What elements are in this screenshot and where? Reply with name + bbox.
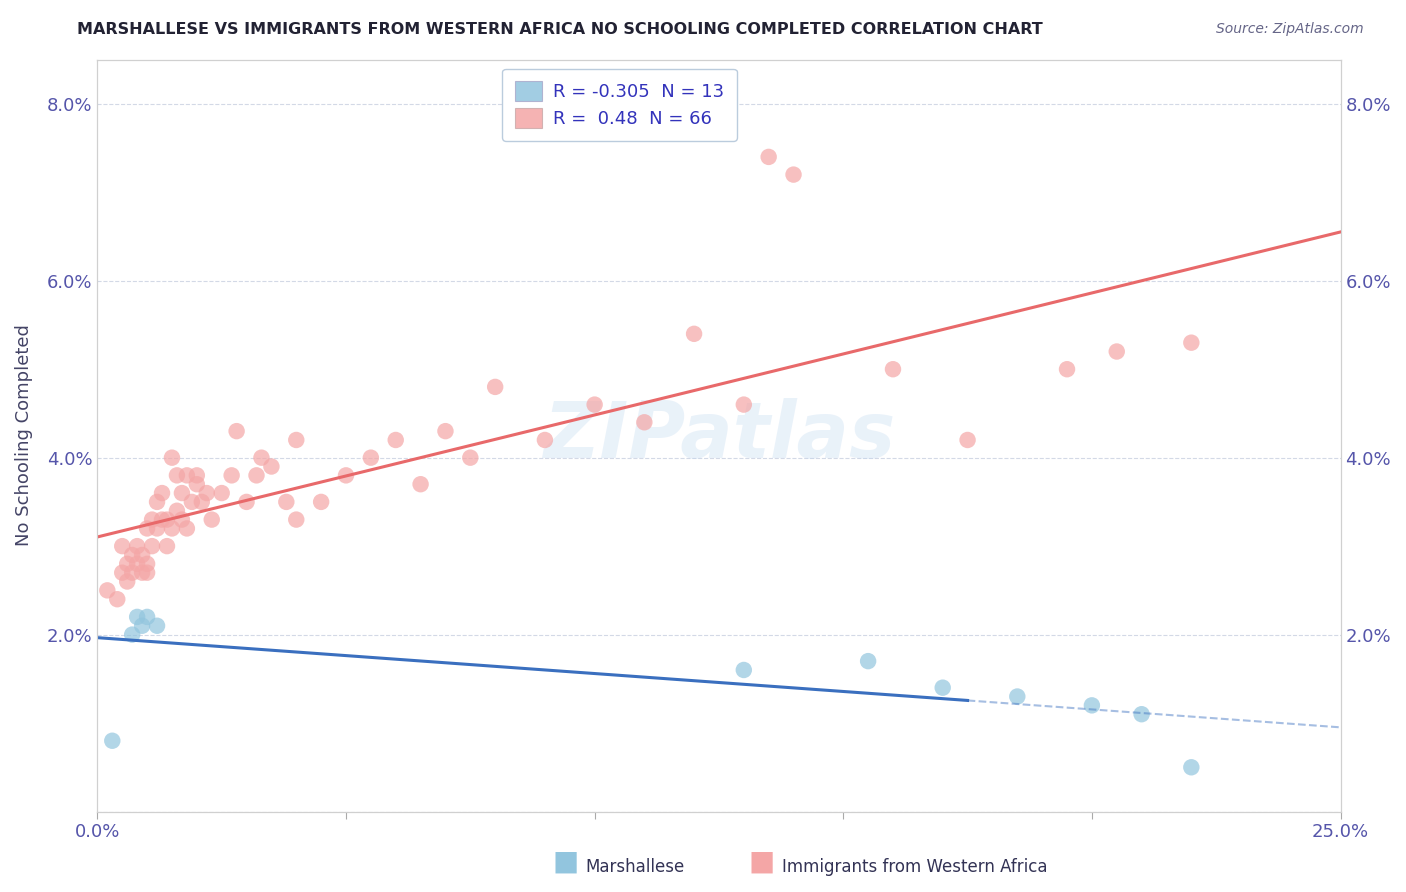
Point (136, 566, 159, 580)
Point (534, 433, 557, 447)
Point (1130, 707, 1153, 722)
Point (409, 477, 432, 491)
Point (121, 548, 143, 562)
Point (111, 566, 134, 580)
Text: MARSHALLESE VS IMMIGRANTS FROM WESTERN AFRICA NO SCHOOLING COMPLETED CORRELATION: MARSHALLESE VS IMMIGRANTS FROM WESTERN A… (77, 22, 1043, 37)
Point (1007, 690, 1029, 704)
Point (733, 663, 755, 677)
Point (782, 168, 804, 182)
Point (166, 504, 188, 518)
Text: ■: ■ (553, 848, 578, 876)
Point (146, 495, 169, 509)
Point (434, 424, 457, 438)
Point (156, 539, 179, 553)
Point (260, 459, 283, 474)
Point (250, 450, 273, 465)
Point (758, 150, 780, 164)
Point (1105, 344, 1128, 359)
Point (127, 610, 149, 624)
Point (156, 513, 179, 527)
Point (146, 521, 169, 535)
Point (360, 450, 382, 465)
Point (170, 486, 193, 500)
Point (276, 495, 298, 509)
Point (484, 380, 506, 394)
Point (105, 592, 128, 607)
Point (285, 433, 308, 447)
Point (225, 424, 247, 438)
Point (583, 398, 606, 412)
Point (160, 450, 183, 465)
Point (115, 557, 138, 571)
Point (150, 513, 173, 527)
Text: Source: ZipAtlas.com: Source: ZipAtlas.com (1216, 22, 1364, 37)
Point (1180, 335, 1202, 350)
Point (683, 326, 706, 341)
Point (131, 548, 153, 562)
Point (186, 477, 208, 491)
Point (136, 610, 159, 624)
Point (733, 398, 755, 412)
Point (931, 681, 953, 695)
Point (141, 513, 163, 527)
Point (131, 566, 153, 580)
Point (221, 468, 243, 483)
Point (176, 521, 198, 535)
Point (170, 513, 193, 527)
Point (136, 521, 159, 535)
Point (121, 627, 143, 641)
Point (1180, 760, 1202, 774)
Point (1081, 698, 1104, 713)
Text: Immigrants from Western Africa: Immigrants from Western Africa (782, 858, 1047, 876)
Point (101, 733, 124, 747)
Point (211, 486, 233, 500)
Point (176, 468, 198, 483)
Y-axis label: No Schooling Completed: No Schooling Completed (15, 325, 32, 547)
Point (186, 468, 208, 483)
Point (1056, 362, 1078, 376)
Point (121, 566, 143, 580)
Text: ZIPatlas: ZIPatlas (543, 398, 896, 474)
Text: ■: ■ (749, 848, 775, 876)
Point (191, 495, 214, 509)
Point (245, 468, 267, 483)
Legend: R = -0.305  N = 13, R =  0.48  N = 66: R = -0.305 N = 13, R = 0.48 N = 66 (502, 69, 737, 141)
Point (309, 495, 332, 509)
Point (131, 619, 153, 633)
Point (882, 362, 904, 376)
Point (633, 415, 655, 429)
Point (384, 433, 406, 447)
Point (166, 468, 188, 483)
Point (115, 574, 138, 589)
Point (127, 539, 149, 553)
Point (460, 450, 482, 465)
Point (141, 539, 163, 553)
Point (96, 583, 118, 598)
Point (195, 486, 218, 500)
Point (201, 513, 224, 527)
Point (235, 495, 257, 509)
Point (146, 619, 169, 633)
Point (335, 468, 357, 483)
Point (127, 557, 149, 571)
Point (150, 486, 173, 500)
Point (160, 521, 183, 535)
Point (856, 654, 879, 668)
Point (180, 495, 202, 509)
Point (111, 539, 134, 553)
Point (136, 557, 159, 571)
Point (285, 513, 308, 527)
Text: Marshallese: Marshallese (585, 858, 685, 876)
Point (956, 433, 979, 447)
